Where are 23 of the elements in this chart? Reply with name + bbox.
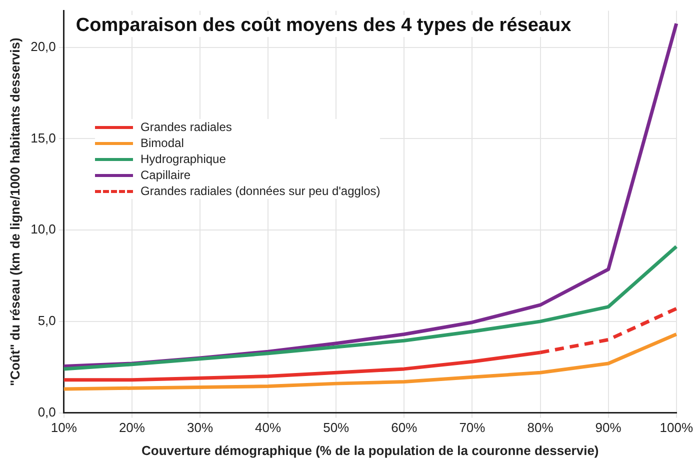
legend-label: Bimodal	[140, 136, 184, 150]
y-tick-label: 15,0	[30, 130, 56, 146]
x-tick-label: 70%	[459, 420, 486, 436]
x-tick-label: 100%	[660, 420, 694, 436]
y-tick-label: 0,0	[38, 404, 56, 420]
y-tick-label: 10,0	[30, 222, 56, 237]
x-axis-title: Couverture démographique (% de la population de la couronne desservie)	[142, 442, 599, 458]
legend-label: Grandes radiales (données sur peu d'agglos)	[140, 184, 380, 198]
x-tick-label: 30%	[186, 420, 214, 436]
y-axis-title: "Coût" du réseau (km de ligne/1000 habitants desservis)	[7, 38, 22, 386]
x-tick-label: 90%	[595, 420, 622, 436]
y-tick-label: 20,0	[30, 38, 56, 54]
x-tick-label: 80%	[527, 420, 554, 436]
x-tick-label: 50%	[323, 420, 350, 436]
x-tick-label: 60%	[391, 420, 418, 436]
x-tick-label: 10%	[50, 420, 78, 436]
x-tick-label: 40%	[255, 420, 282, 436]
y-tick-label: 5,0	[38, 313, 56, 328]
legend-label: Capillaire	[140, 168, 191, 182]
chart-title: Comparaison des coût moyens des 4 types de réseaux	[72, 14, 576, 37]
legend-label: Hydrographique	[140, 152, 226, 166]
legend-label: Grandes radiales	[140, 120, 232, 134]
x-tick-label: 20%	[118, 420, 146, 436]
